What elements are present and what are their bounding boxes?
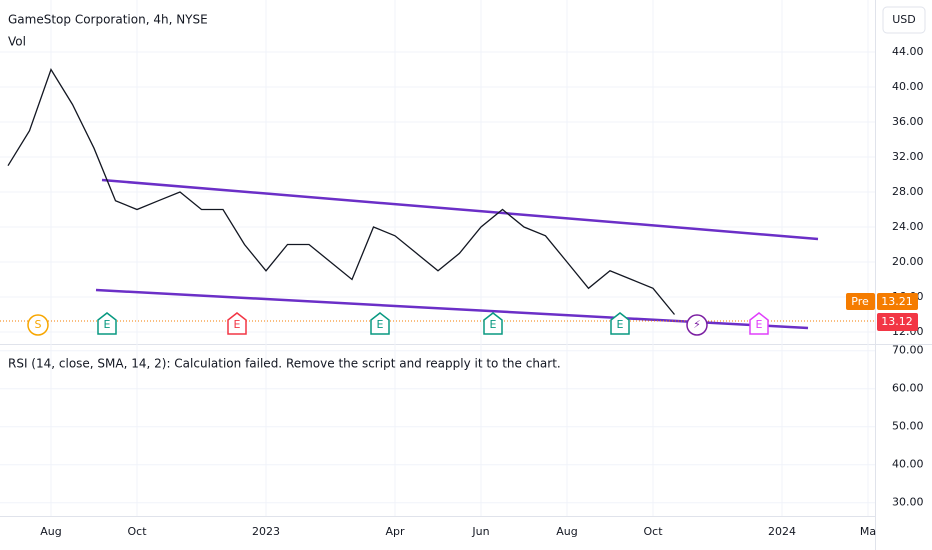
premarket-badge (877, 293, 918, 310)
x-tick-label: 2023 (252, 525, 280, 538)
event-label: E (377, 318, 384, 331)
x-tick-label: 2024 (768, 525, 796, 538)
y-tick-label: 30.00 (892, 496, 924, 509)
event-label: S (35, 318, 42, 331)
last-price: 13.12 (881, 315, 913, 328)
x-tick-label: Jun (471, 525, 489, 538)
x-tick-label: Oct (643, 525, 663, 538)
event-marker (610, 312, 630, 335)
event-label: E (234, 318, 241, 331)
currency[interactable]: USD (892, 13, 916, 26)
event-marker (27, 314, 49, 336)
y-tick-label: 20.00 (892, 255, 924, 268)
event-label: E (756, 318, 763, 331)
last-price-badge (877, 313, 918, 331)
event-marker (227, 312, 247, 335)
y-tick-label: 36.00 (892, 115, 924, 128)
event-marker (686, 314, 708, 336)
event-label: E (104, 318, 111, 331)
x-tick-label: Apr (385, 525, 405, 538)
event-label: E (617, 318, 624, 331)
y-tick-label: 60.00 (892, 382, 924, 395)
session-badge (846, 293, 875, 310)
chart-title: GameStop Corporation, 4h, NYSE (8, 13, 208, 27)
x-tick-label: Aug (556, 525, 577, 538)
y-tick-label: 40.00 (892, 80, 924, 93)
event-marker (749, 312, 769, 335)
event-marker (97, 312, 117, 335)
event-marker (483, 312, 503, 335)
currency-button[interactable] (882, 6, 926, 34)
event-label: E (490, 318, 497, 331)
volume-label: Vol (8, 35, 26, 49)
y-tick-label: 44.00 (892, 45, 924, 58)
x-tick-label: Aug (40, 525, 61, 538)
x-tick-label: Ma (860, 525, 876, 538)
event-marker (370, 312, 390, 335)
y-tick-label: 28.00 (892, 185, 924, 198)
premarket-price: 13.21 (881, 295, 913, 308)
upper-trendline (101, 178, 819, 241)
y-tick-label: 40.00 (892, 458, 924, 471)
grid-layer (0, 0, 875, 516)
y-tick-label: 50.00 (892, 420, 924, 433)
price-line-series (7, 67, 676, 315)
y-tick-label: 32.00 (892, 150, 924, 163)
event-label: ⚡ (693, 318, 701, 331)
y-tick-label: 70.00 (892, 344, 924, 357)
rsi-message: RSI (14, close, SMA, 14, 2): Calculation… (8, 357, 561, 371)
x-tick-label: Oct (127, 525, 147, 538)
y-tick-label: 24.00 (892, 220, 924, 233)
session-label: Pre (851, 295, 869, 308)
